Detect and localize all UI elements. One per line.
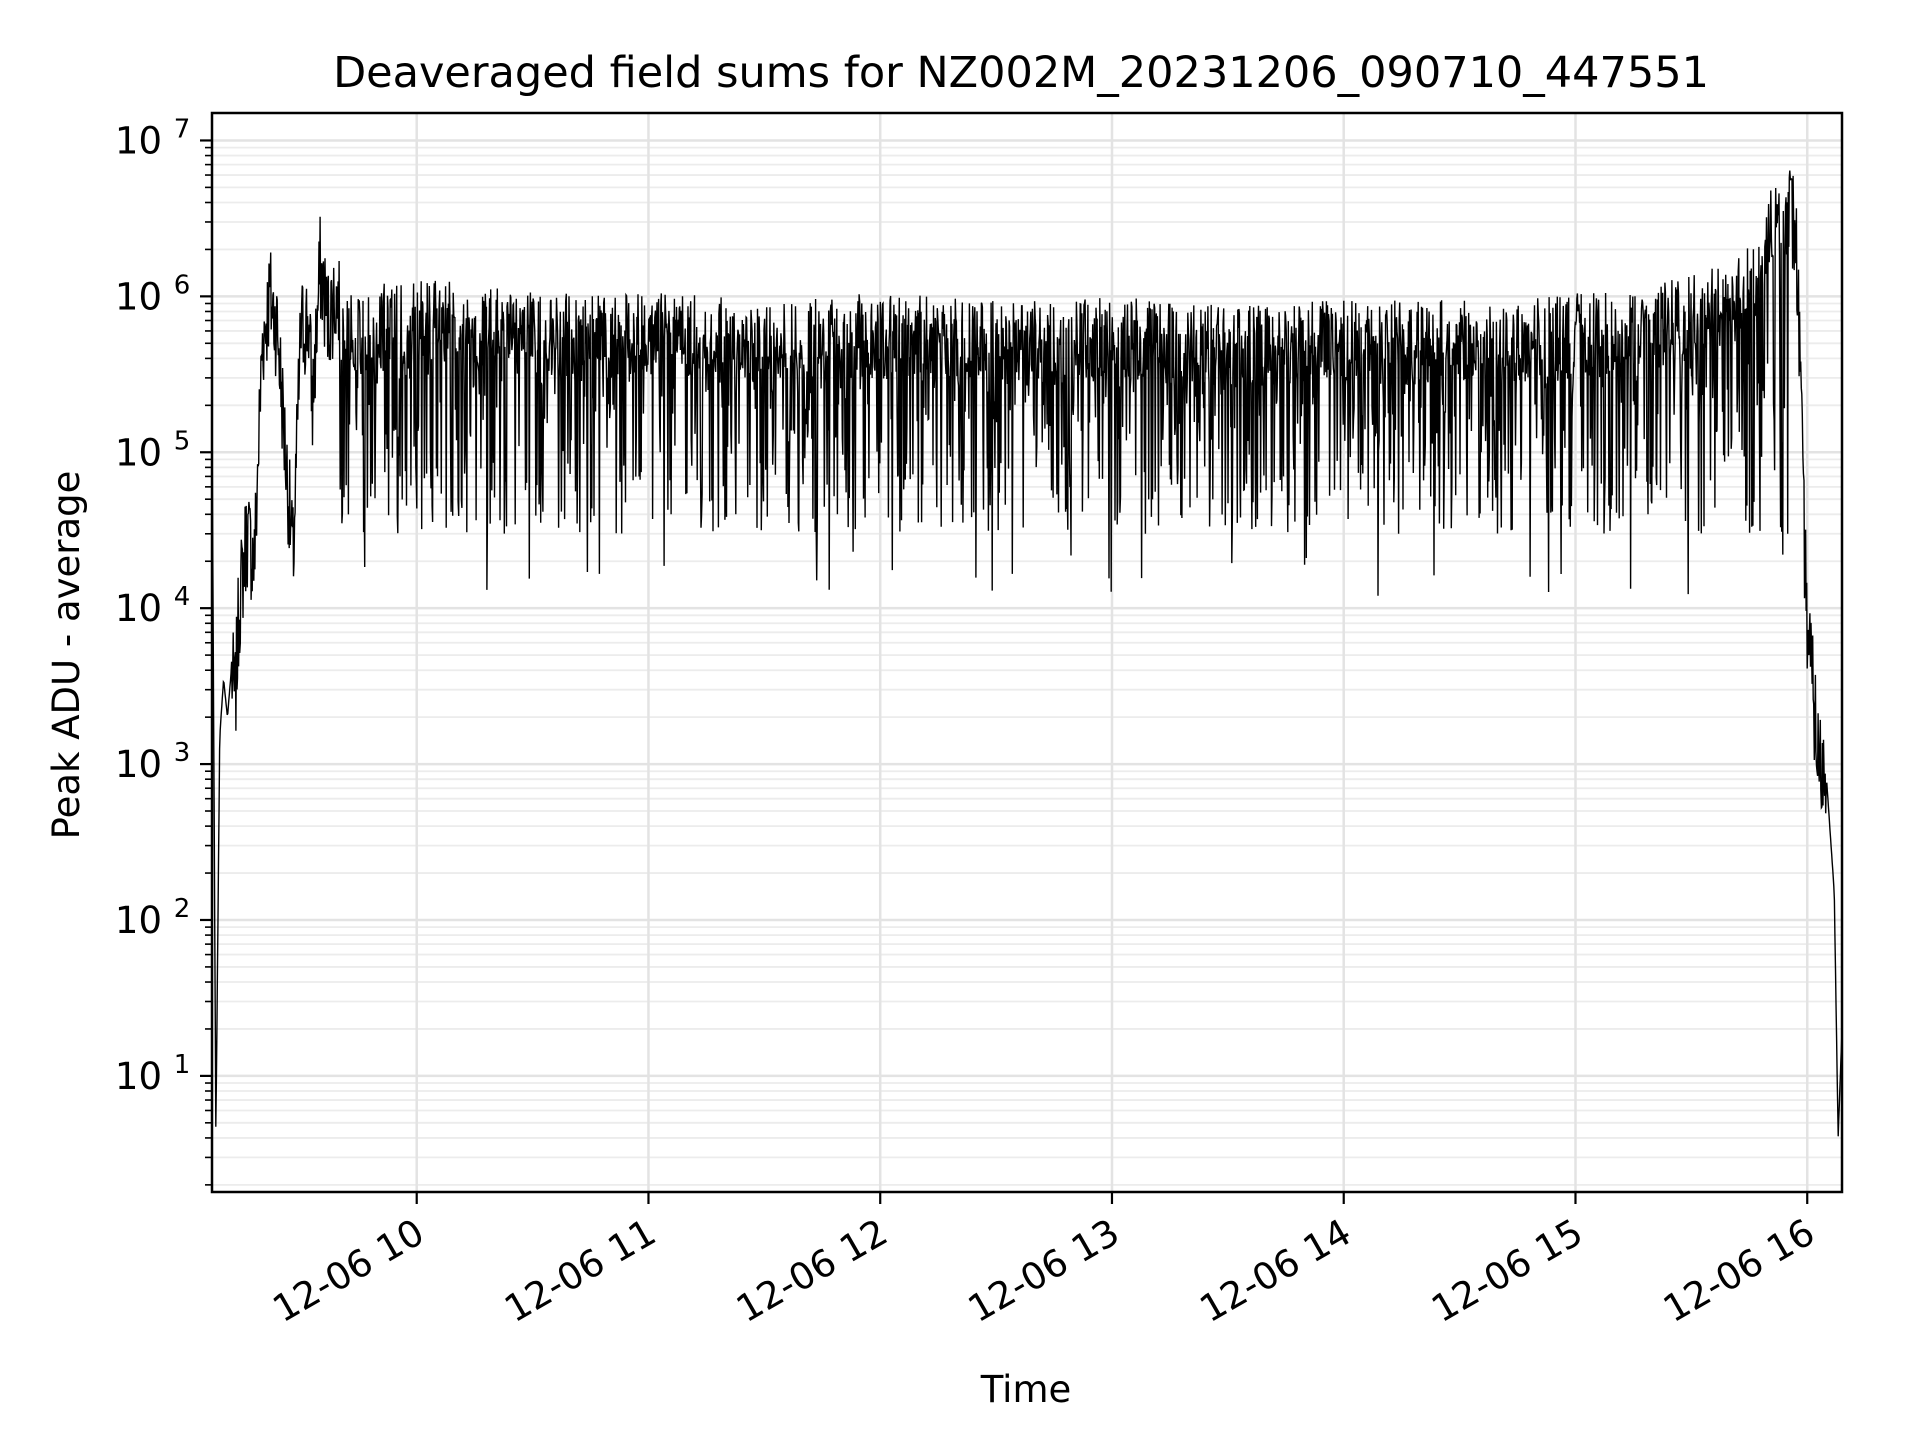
series-line — [211, 170, 1843, 1137]
y-tick-label: 10 — [115, 119, 162, 162]
chart-title: Deaveraged field sums for NZ002M_2023120… — [333, 48, 1709, 98]
y-tick-exponent: 7 — [174, 114, 191, 144]
y-tick-base: 10 — [115, 899, 162, 942]
y-tick-label: 10 — [115, 431, 162, 474]
x-axis-label: Time — [980, 1368, 1072, 1411]
y-tick-label: 10 — [115, 1055, 162, 1098]
plot-frame — [210, 111, 1844, 1194]
y-tick-base: 10 — [115, 743, 162, 786]
y-axis-label: Peak ADU - average — [45, 471, 88, 840]
y-tick-exponent: 2 — [174, 894, 191, 924]
y-tick-exponent: 4 — [174, 582, 191, 612]
y-axis: 10 1 10 2 10 3 10 4 10 5 10 6 10 7 — [115, 114, 212, 1186]
y-tick-base: 10 — [115, 1055, 162, 1098]
y-tick-exponent: 1 — [174, 1050, 191, 1080]
y-tick-base: 10 — [115, 431, 162, 474]
y-tick-exponent: 3 — [174, 738, 191, 768]
y-tick-label: 10 — [115, 275, 162, 318]
y-tick-base: 10 — [115, 587, 162, 630]
y-tick-exponent: 6 — [174, 270, 191, 300]
y-tick-base: 10 — [115, 275, 162, 318]
y-tick-label: 10 — [115, 587, 162, 630]
y-tick-exponent: 5 — [174, 426, 191, 456]
data-series — [211, 170, 1843, 1137]
y-tick-label: 10 — [115, 899, 162, 942]
y-tick-base: 10 — [115, 119, 162, 162]
y-tick-label: 10 — [115, 743, 162, 786]
